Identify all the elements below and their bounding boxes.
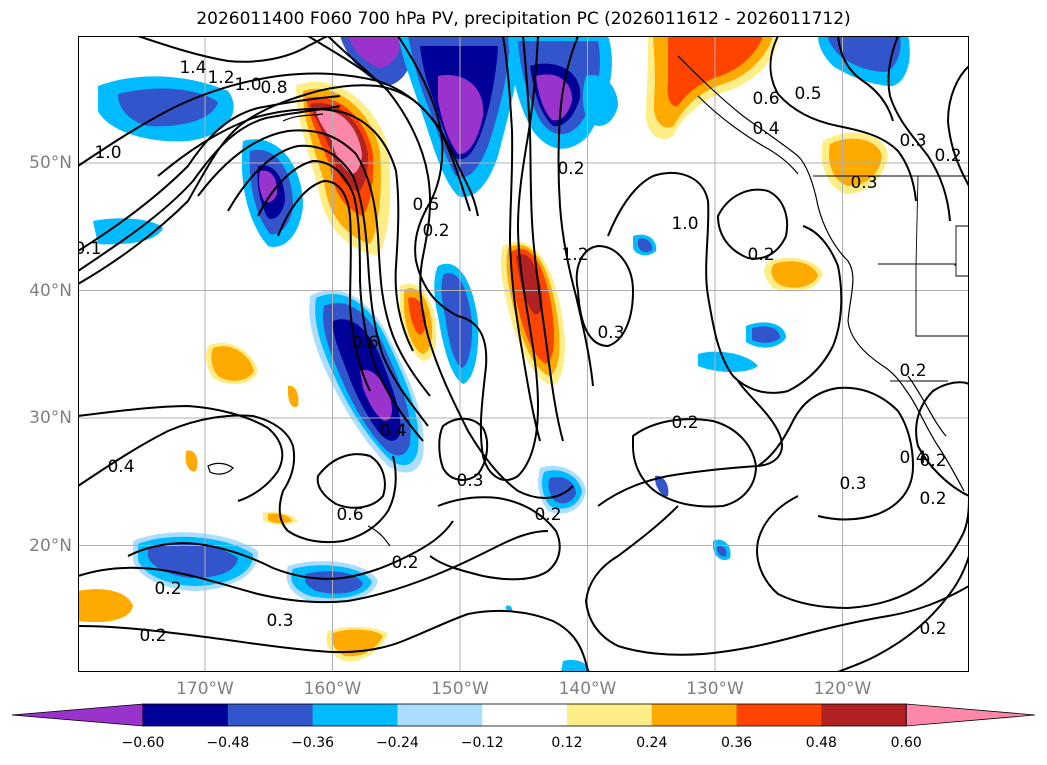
colorbar-tick-label: −0.24	[375, 735, 419, 751]
chart-title: 2026011400 F060 700 hPa PV, precipitatio…	[196, 9, 851, 29]
lon-tick-label: 140°W	[558, 679, 617, 699]
precip-patch	[655, 475, 669, 497]
colorbar-tick-label: −0.60	[121, 735, 165, 751]
contour-label: 0.6	[752, 89, 779, 109]
contour-label: 0.3	[839, 474, 866, 494]
colorbar-extend-low	[11, 703, 144, 727]
contour-label: 0.6	[336, 505, 363, 525]
lon-tick-label: 120°W	[813, 679, 872, 699]
political-borders	[813, 175, 969, 382]
map-panel: 1.4 1.2 1.0 0.8 1.0 0.1 0.6 0.5 0.4 0.3 0.2 0.2 0.3 0…	[78, 36, 969, 672]
colorbar-tick-label: 0.48	[805, 735, 837, 751]
contour-label: 0.8	[260, 78, 287, 98]
contour-label: 0.2	[747, 245, 774, 265]
contour-label: 0.3	[899, 131, 926, 151]
precip-patch	[752, 326, 780, 343]
precip-patch	[717, 545, 727, 557]
colorbar-cell	[143, 704, 229, 726]
contour-labels: 1.4 1.2 1.00.81.00.10.6 0.50.40.30.20.20.30…	[78, 58, 962, 646]
contour-label: 0.3	[266, 611, 293, 631]
contour-label: 1.0	[94, 143, 121, 163]
colorbar-cell	[397, 704, 483, 726]
contour-label: 0.4	[379, 421, 406, 441]
contour-label: 1.0	[234, 75, 261, 95]
pv-contours	[78, 36, 969, 672]
lon-tick-label: 170°W	[176, 679, 234, 699]
lat-tick-label: 50°N	[29, 153, 72, 173]
precip-patch	[638, 238, 653, 253]
precip-patch	[698, 351, 758, 372]
coastline	[207, 55, 965, 547]
contour-label: 0.2	[671, 413, 698, 433]
precip-patch	[78, 589, 133, 623]
precip-patch	[828, 36, 901, 72]
contour-label: 0.4	[107, 457, 134, 477]
colorbar-tick-label: 0.60	[890, 735, 922, 751]
colorbar-extend-high	[905, 703, 1036, 727]
contour-label: 0.1	[78, 239, 102, 259]
colorbar-cell	[312, 704, 398, 726]
contour-label: 0.2	[919, 489, 946, 509]
precip-patch	[771, 261, 818, 288]
lon-tick-label: 160°W	[303, 679, 362, 699]
colorbar-outline	[142, 703, 907, 727]
lon-tick-label: 130°W	[686, 679, 744, 699]
colorbar-tick-label: −0.48	[206, 735, 250, 751]
lat-tick-label: 20°N	[29, 535, 72, 556]
colorbar-cell	[736, 704, 822, 726]
contour-label: 0.2	[919, 451, 946, 471]
contour-label: 0.2	[557, 159, 584, 179]
colorbar-tick-label: 0.24	[636, 735, 668, 751]
contour-label: 1.4	[179, 58, 206, 78]
contour-label: 0.2	[534, 505, 561, 525]
precip-patch	[185, 450, 198, 472]
contour-label: 0.2	[422, 221, 449, 241]
contour-label: 0.2	[391, 553, 418, 573]
contour-label: 0.3	[456, 471, 483, 491]
contour-label: 1.0	[671, 214, 698, 234]
precip-patch	[288, 385, 299, 408]
contour-label: 0.2	[899, 361, 926, 381]
contour-label: 0.4	[752, 119, 779, 139]
contour-label: 1.2	[561, 245, 588, 265]
map-canvas: 1.4 1.2 1.00.81.00.10.6 0.50.40.30.20.20.30…	[78, 36, 969, 672]
lat-tick-label: 30°N	[29, 408, 72, 428]
precip-patch	[582, 75, 618, 126]
precip-patch	[561, 660, 590, 672]
lon-tick-label: 150°W	[431, 679, 489, 699]
colorbar-cell	[567, 704, 653, 726]
contour-label: 0.3	[850, 173, 877, 193]
contour-label: 0.2	[139, 626, 166, 646]
contour-label: 0.5	[794, 84, 821, 104]
lat-tick-label: 40°N	[29, 280, 72, 301]
colorbar-cell	[227, 704, 314, 726]
colorbar-cell	[482, 704, 568, 726]
contour-label: 0.2	[919, 619, 946, 639]
precip-patch	[211, 346, 254, 381]
contour-label: 0.6	[351, 333, 378, 353]
colorbar	[11, 703, 1036, 727]
precip-patch	[118, 88, 218, 127]
precip-patch	[348, 36, 401, 68]
precip-patch	[316, 110, 362, 174]
contour-label: 0.4	[899, 448, 926, 468]
colorbar-cell	[821, 704, 907, 726]
precip-patch	[148, 543, 238, 578]
precip-patch	[259, 170, 278, 203]
contour-label: 0.5	[412, 195, 439, 215]
precip-patch	[441, 272, 473, 368]
precip-patch	[438, 75, 484, 155]
precip-patch	[93, 218, 163, 245]
contour-label: 0.2	[154, 579, 181, 599]
colorbar-tick-label: −0.36	[291, 735, 335, 751]
colorbar-cell	[651, 704, 738, 726]
contour-label: 0.2	[934, 146, 961, 166]
colorbar-tick-label: 0.36	[721, 735, 753, 751]
contour-label: 1.2	[207, 68, 234, 88]
precip-shading	[78, 36, 910, 672]
colorbar-tick-label: −0.12	[460, 735, 504, 751]
colorbar-tick-label: 0.12	[551, 735, 583, 751]
precip-patch	[360, 370, 392, 421]
contour-label: 0.3	[597, 323, 624, 343]
